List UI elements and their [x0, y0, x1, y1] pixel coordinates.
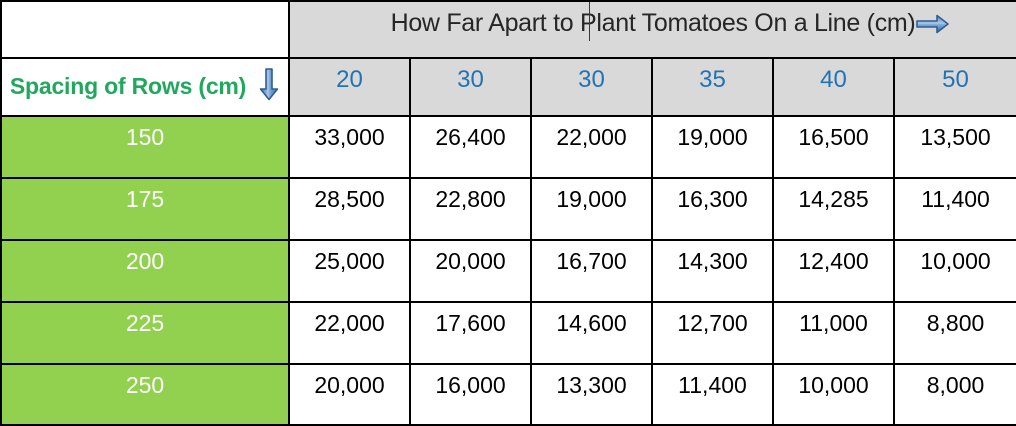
data-cell: 14,300: [651, 239, 774, 303]
down-arrow-icon: [258, 66, 280, 107]
row-axis-title: Spacing of Rows (cm): [9, 73, 247, 99]
data-cell: 11,000: [772, 301, 895, 365]
data-cell: 20,000: [288, 363, 411, 426]
data-cell: 22,000: [288, 301, 411, 365]
data-cell: 16,700: [530, 239, 653, 303]
column-header: 30: [530, 57, 653, 117]
data-cell: 20,000: [409, 239, 532, 303]
data-cell: 17,600: [409, 301, 532, 365]
table-row: 225 22,000 17,600 14,600 12,700 11,000 8…: [0, 301, 1016, 365]
column-header: 50: [892, 57, 1016, 117]
data-cell: 26,400: [409, 115, 532, 179]
data-cell: 16,000: [409, 363, 532, 426]
table-row: 175 28,500 22,800 19,000 16,300 14,285 1…: [0, 177, 1016, 241]
data-cell: 22,000: [530, 115, 653, 179]
data-cell: 19,000: [530, 177, 653, 241]
title-row: How Far Apart to Plant Tomatoes On a Lin…: [0, 0, 1016, 59]
data-cell: 12,400: [772, 239, 895, 303]
data-cell: 14,600: [530, 301, 653, 365]
data-cell: 11,400: [892, 177, 1016, 241]
data-cell: 33,000: [288, 115, 411, 179]
column-header-row: Spacing of Rows (cm) 20 30 30: [0, 57, 1016, 117]
data-cell: 10,000: [772, 363, 895, 426]
right-arrow-icon: [914, 12, 950, 43]
data-cell: 10,000: [892, 239, 1016, 303]
row-header: 225: [0, 301, 290, 365]
row-header: 150: [0, 115, 290, 179]
row-header: 175: [0, 177, 290, 241]
table-row: 150 33,000 26,400 22,000 19,000 16,500 1…: [0, 115, 1016, 179]
data-cell: 16,500: [772, 115, 895, 179]
data-cell: 14,285: [772, 177, 895, 241]
table-row: 200 25,000 20,000 16,700 14,300 12,400 1…: [0, 239, 1016, 303]
column-header: 20: [288, 57, 411, 117]
data-cell: 8,000: [892, 363, 1016, 426]
data-cell: 13,300: [530, 363, 653, 426]
data-cell: 16,300: [651, 177, 774, 241]
data-cell: 19,000: [651, 115, 774, 179]
data-cell: 12,700: [651, 301, 774, 365]
data-cell: 11,400: [651, 363, 774, 426]
row-header: 200: [0, 239, 290, 303]
corner-cell: [0, 0, 290, 59]
table-title: How Far Apart to Plant Tomatoes On a Lin…: [390, 9, 916, 37]
data-cell: 28,500: [288, 177, 411, 241]
data-cell: 8,800: [892, 301, 1016, 365]
data-cell: 25,000: [288, 239, 411, 303]
table-title-cell: How Far Apart to Plant Tomatoes On a Lin…: [287, 0, 1016, 59]
column-header: 35: [651, 57, 774, 117]
column-header: 30: [409, 57, 532, 117]
data-cell: 22,800: [409, 177, 532, 241]
column-header: 40: [772, 57, 895, 117]
data-cell: 13,500: [892, 115, 1016, 179]
header-cell-divider: [589, 3, 591, 41]
row-axis-title-cell: Spacing of Rows (cm): [0, 57, 290, 117]
table-row: 250 20,000 16,000 13,300 11,400 10,000 8…: [0, 363, 1016, 426]
row-header: 250: [0, 363, 290, 426]
